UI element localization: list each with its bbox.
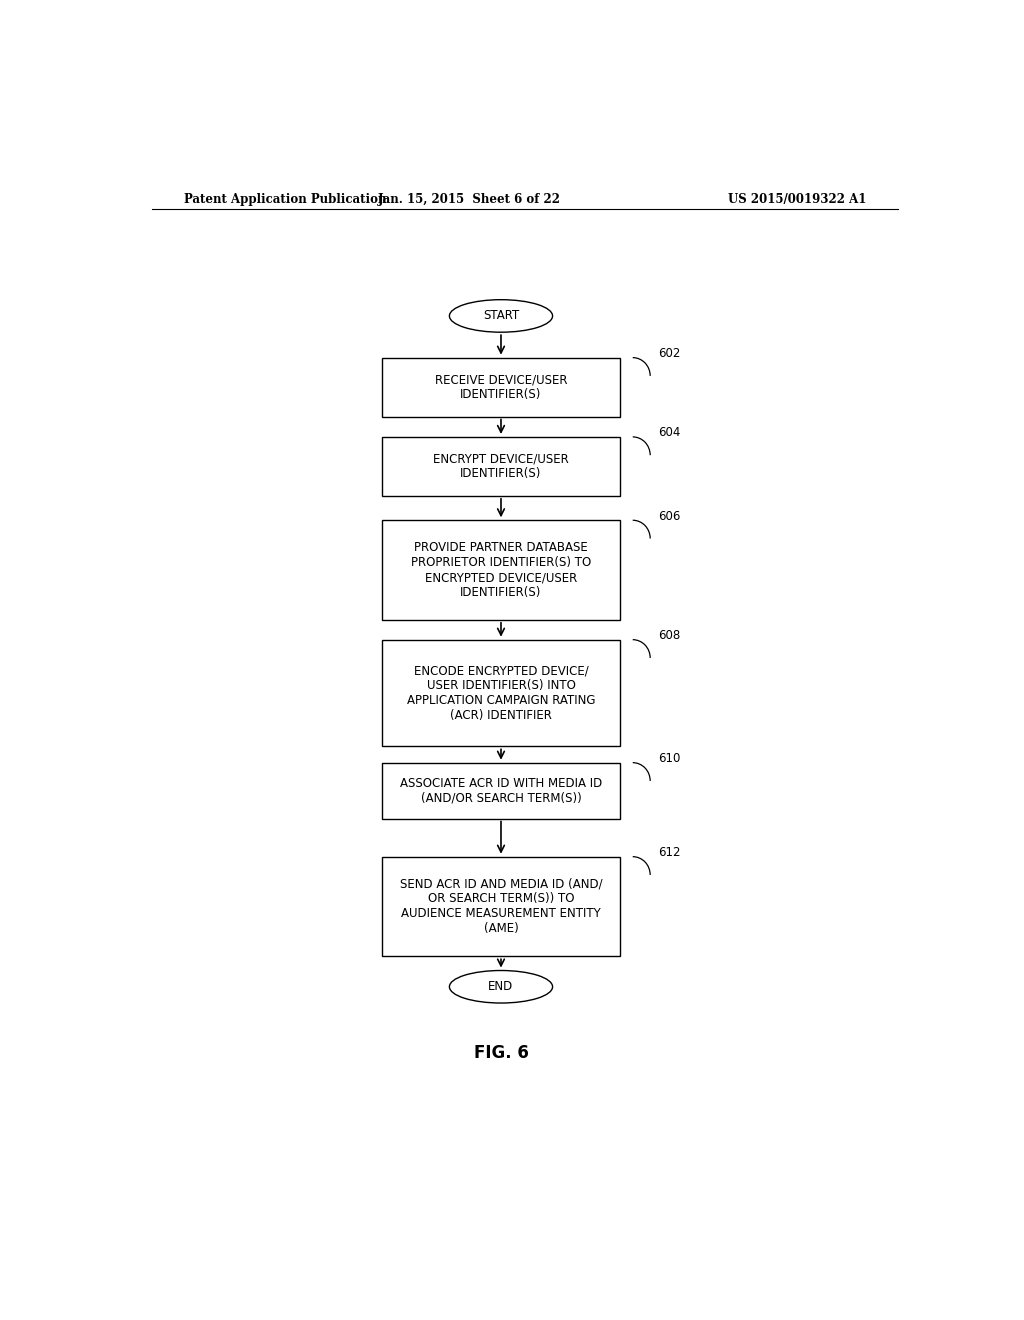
Text: 606: 606: [658, 510, 681, 523]
FancyBboxPatch shape: [382, 857, 620, 956]
Text: RECEIVE DEVICE/USER
IDENTIFIER(S): RECEIVE DEVICE/USER IDENTIFIER(S): [435, 374, 567, 401]
FancyBboxPatch shape: [382, 520, 620, 620]
FancyBboxPatch shape: [382, 640, 620, 746]
FancyBboxPatch shape: [382, 437, 620, 496]
Text: ASSOCIATE ACR ID WITH MEDIA ID
(AND/OR SEARCH TERM(S)): ASSOCIATE ACR ID WITH MEDIA ID (AND/OR S…: [399, 776, 602, 805]
Text: US 2015/0019322 A1: US 2015/0019322 A1: [728, 193, 866, 206]
Text: 608: 608: [658, 630, 680, 642]
Text: 602: 602: [658, 347, 681, 360]
Text: Patent Application Publication: Patent Application Publication: [183, 193, 386, 206]
Text: START: START: [483, 309, 519, 322]
Ellipse shape: [450, 300, 553, 333]
Ellipse shape: [450, 970, 553, 1003]
Text: PROVIDE PARTNER DATABASE
PROPRIETOR IDENTIFIER(S) TO
ENCRYPTED DEVICE/USER
IDENT: PROVIDE PARTNER DATABASE PROPRIETOR IDEN…: [411, 541, 591, 599]
Text: 610: 610: [658, 752, 681, 766]
FancyBboxPatch shape: [382, 763, 620, 818]
Text: FIG. 6: FIG. 6: [473, 1044, 528, 1061]
Text: END: END: [488, 981, 514, 993]
Text: SEND ACR ID AND MEDIA ID (AND/
OR SEARCH TERM(S)) TO
AUDIENCE MEASUREMENT ENTITY: SEND ACR ID AND MEDIA ID (AND/ OR SEARCH…: [399, 878, 602, 936]
Text: ENCRYPT DEVICE/USER
IDENTIFIER(S): ENCRYPT DEVICE/USER IDENTIFIER(S): [433, 453, 569, 480]
Text: Jan. 15, 2015  Sheet 6 of 22: Jan. 15, 2015 Sheet 6 of 22: [378, 193, 561, 206]
Text: 604: 604: [658, 426, 681, 440]
FancyBboxPatch shape: [382, 358, 620, 417]
Text: 612: 612: [658, 846, 681, 859]
Text: ENCODE ENCRYPTED DEVICE/
USER IDENTIFIER(S) INTO
APPLICATION CAMPAIGN RATING
(AC: ENCODE ENCRYPTED DEVICE/ USER IDENTIFIER…: [407, 664, 595, 722]
